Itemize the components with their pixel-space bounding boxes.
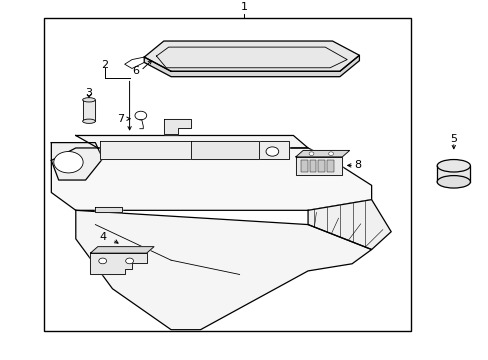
- Circle shape: [328, 152, 333, 156]
- Polygon shape: [326, 160, 333, 172]
- Text: 4: 4: [99, 232, 106, 242]
- Text: 3: 3: [85, 88, 92, 98]
- Text: 1: 1: [241, 2, 247, 12]
- Polygon shape: [90, 247, 154, 253]
- Ellipse shape: [82, 98, 95, 102]
- Text: 9: 9: [173, 119, 181, 129]
- Ellipse shape: [436, 176, 469, 188]
- Polygon shape: [95, 207, 122, 212]
- Ellipse shape: [436, 159, 469, 172]
- Polygon shape: [51, 143, 102, 180]
- Polygon shape: [295, 157, 342, 175]
- Circle shape: [308, 152, 313, 156]
- Text: 7: 7: [117, 114, 124, 124]
- Circle shape: [99, 258, 106, 264]
- Polygon shape: [144, 41, 359, 71]
- Polygon shape: [100, 141, 288, 159]
- Circle shape: [265, 147, 278, 156]
- Polygon shape: [307, 200, 390, 249]
- Polygon shape: [76, 210, 371, 330]
- Polygon shape: [51, 148, 371, 210]
- Polygon shape: [300, 160, 307, 172]
- Polygon shape: [90, 253, 146, 274]
- Ellipse shape: [82, 119, 95, 123]
- Text: 8: 8: [354, 161, 361, 170]
- Polygon shape: [309, 160, 316, 172]
- Text: 2: 2: [102, 60, 108, 70]
- Polygon shape: [144, 55, 359, 77]
- Polygon shape: [295, 150, 349, 157]
- Polygon shape: [318, 160, 325, 172]
- Text: 5: 5: [449, 134, 456, 144]
- Circle shape: [54, 152, 83, 173]
- Polygon shape: [163, 120, 190, 134]
- Bar: [44, 18, 410, 332]
- Polygon shape: [82, 100, 95, 121]
- Circle shape: [135, 111, 146, 120]
- Polygon shape: [190, 141, 259, 159]
- Circle shape: [125, 258, 133, 264]
- Polygon shape: [76, 135, 307, 148]
- Text: 6: 6: [132, 66, 139, 76]
- Polygon shape: [436, 166, 469, 182]
